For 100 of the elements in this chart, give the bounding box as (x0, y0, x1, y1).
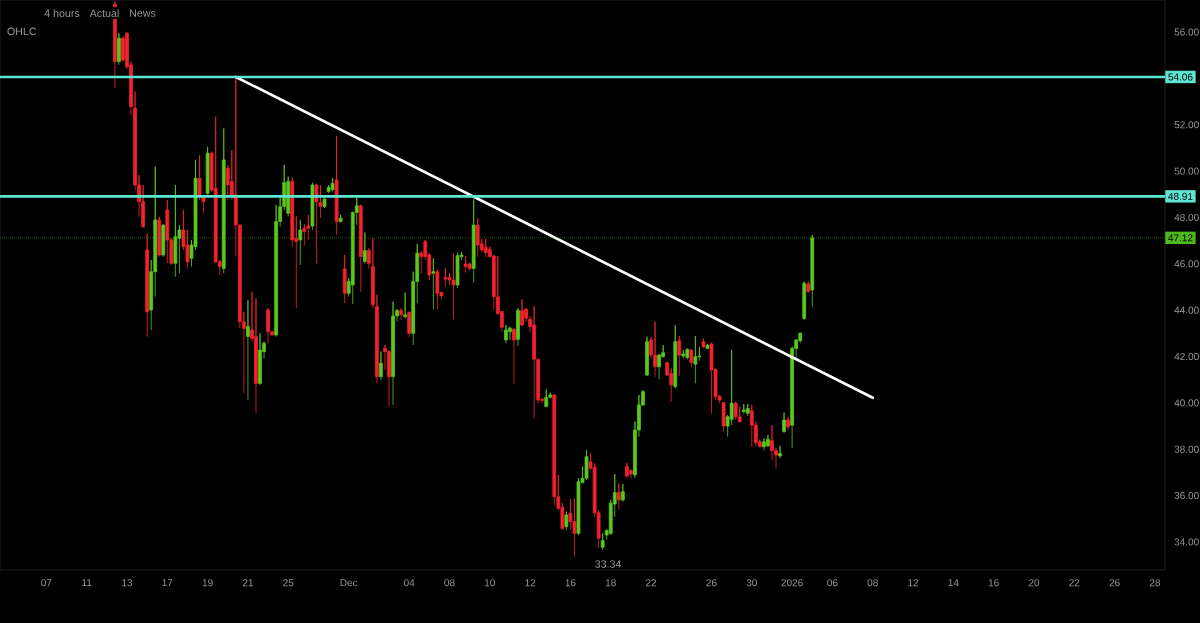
candlestick (258, 332, 262, 386)
candlestick (403, 292, 407, 319)
x-tick-label: 16 (565, 579, 576, 587)
x-tick-label: 11 (82, 579, 92, 587)
candlestick (616, 482, 621, 510)
x-tick-label: 04 (404, 579, 415, 587)
candlestick (786, 416, 790, 431)
ref-line-label: 54.06 (1168, 73, 1193, 81)
candlestick (165, 199, 170, 264)
x-tick-label: 16 (988, 579, 999, 587)
x-tick-label: 12 (908, 579, 919, 587)
candlestick (705, 343, 710, 350)
candlestick (620, 483, 625, 503)
candlestick (532, 305, 536, 419)
candlestick (334, 135, 339, 236)
candlestick (564, 511, 569, 531)
y-tick-label: 36.00 (1174, 492, 1199, 500)
candlestick (471, 198, 476, 283)
y-tick-label: 56.00 (1174, 28, 1199, 36)
candlestick (520, 298, 524, 328)
candlestick (399, 307, 403, 321)
candlestick (689, 348, 694, 368)
y-tick-label: 40.00 (1174, 399, 1199, 407)
candlestick (645, 336, 649, 377)
annotation: 4 hours (44, 9, 80, 18)
candlestick (161, 223, 166, 258)
candlestick (685, 348, 690, 360)
x-tick-label: Dec (340, 579, 358, 587)
candlestick (407, 311, 412, 338)
candlestick (298, 219, 303, 266)
candlestick (701, 338, 706, 349)
candlestick (693, 335, 698, 384)
x-tick-label: 19 (202, 579, 213, 587)
candlestick (387, 349, 391, 407)
candlestick (322, 196, 327, 209)
candlestick (330, 177, 335, 192)
candlestick (544, 389, 549, 408)
x-tick-label: 14 (948, 579, 959, 587)
y-tick-label: 52.00 (1174, 121, 1199, 129)
candlestick (117, 32, 121, 66)
y-tick-label: 38.00 (1174, 445, 1199, 453)
x-tick-label: 07 (41, 579, 52, 587)
annotation: 33.34 (595, 560, 622, 568)
candlestick (673, 324, 678, 389)
candlestick (782, 412, 786, 434)
candlestick (508, 326, 512, 341)
x-tick-label: 25 (283, 579, 294, 587)
candlestick (733, 401, 738, 421)
annotation: News (130, 9, 156, 17)
candlestick (221, 128, 226, 274)
x-tick-label: 2026 (781, 579, 803, 587)
candlestick (762, 437, 766, 452)
y-tick-label: 42.00 (1174, 352, 1199, 361)
candlestick (483, 238, 488, 258)
candlestick (745, 403, 750, 417)
x-tick-label: 12 (525, 579, 536, 587)
candlestick (810, 234, 815, 308)
x-tick-label: 20 (1028, 579, 1040, 587)
x-tick-label: 06 (827, 579, 838, 587)
candlestick (379, 351, 383, 381)
x-tick-label: 30 (746, 579, 757, 587)
candlestick (653, 321, 657, 378)
candlestick (749, 404, 754, 448)
candlestick (677, 335, 682, 377)
candlestick (391, 301, 395, 406)
annotation: Actual (89, 9, 119, 18)
candlestick (246, 299, 250, 401)
x-tick-label: 08 (867, 579, 878, 587)
x-tick-label: 26 (706, 579, 717, 587)
candlestick (802, 281, 807, 321)
candlestick (709, 342, 714, 414)
x-tick-label: 10 (484, 579, 495, 587)
candlestick (463, 255, 468, 273)
candlestick (455, 252, 460, 289)
candlestick (443, 267, 448, 287)
x-tick-label: 28 (1149, 579, 1161, 587)
candlestick (741, 403, 746, 414)
candlestick (584, 449, 589, 481)
candlestick (205, 146, 210, 196)
candlestick (600, 532, 605, 551)
candlestick (475, 217, 480, 258)
x-tick-label: 21 (242, 579, 253, 587)
candlestick (173, 184, 178, 278)
candlestick (358, 204, 363, 293)
candlestick (431, 257, 436, 310)
candlestick (806, 281, 811, 294)
y-tick-label: 44.00 (1174, 306, 1199, 314)
y-tick-label: 50.00 (1174, 167, 1199, 175)
candlestick (778, 445, 782, 459)
candlestick (737, 406, 742, 424)
y-tick-label: 34.00 (1174, 538, 1199, 546)
candlestick (572, 497, 577, 558)
candlestick (504, 324, 508, 344)
x-tick-label: 13 (122, 579, 133, 587)
candlestick (435, 269, 440, 310)
annotation: OHLC (7, 27, 37, 36)
candlestick (145, 233, 149, 337)
candlestick (552, 394, 557, 506)
candlestick (338, 214, 343, 223)
candlestick (306, 214, 311, 241)
